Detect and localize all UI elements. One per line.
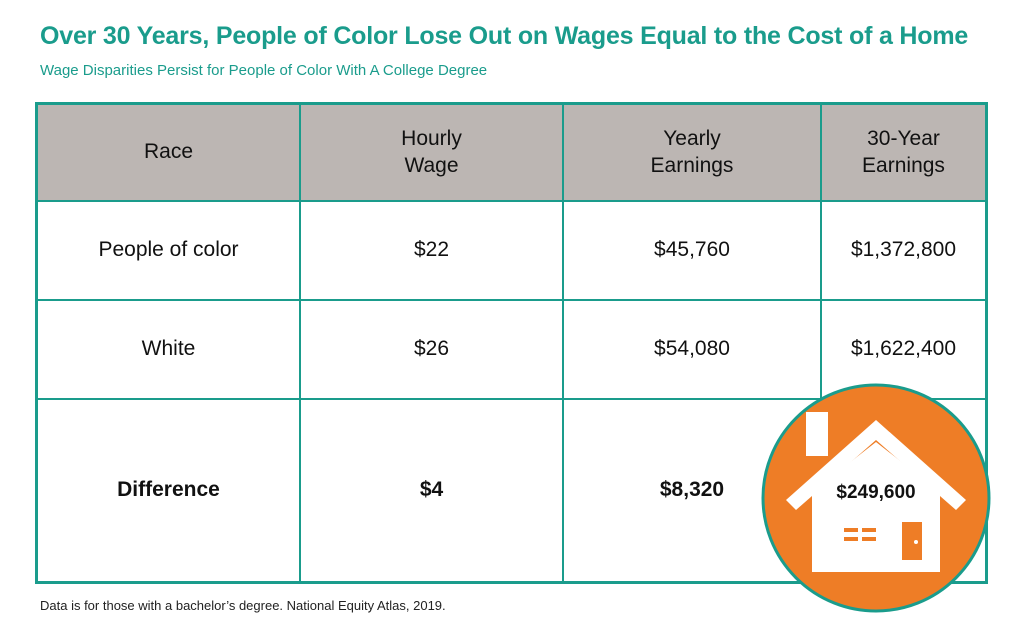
cell-yearly-earnings: $45,760: [562, 200, 822, 301]
column-header-30-year-earnings: 30-Year Earnings: [820, 102, 988, 202]
chart-title: Over 30 Years, People of Color Lose Out …: [40, 22, 969, 50]
column-header-yearly-earnings: Yearly Earnings: [562, 102, 822, 202]
window-bar: [844, 537, 858, 541]
cell-hourly-wage: $22: [299, 200, 564, 301]
table-header-row: Race Hourly Wage Yearly Earnings 30-Year…: [35, 102, 988, 202]
cell-yearly-earnings: $54,080: [562, 299, 822, 400]
column-header-30-year-earnings-text: 30-Year Earnings: [862, 127, 945, 177]
roof-shape: [786, 420, 966, 510]
cell-race: Difference: [35, 398, 301, 584]
column-header-race: Race: [35, 102, 301, 202]
window-bar: [862, 537, 876, 541]
column-header-hourly-wage-text: Hourly Wage: [401, 127, 462, 177]
door-knob: [914, 540, 918, 544]
table-row: White $26 $54,080 $1,622,400: [35, 299, 988, 400]
cell-hourly-wage: $4: [299, 398, 564, 584]
window-bar: [844, 528, 858, 532]
house-icon: [761, 383, 991, 613]
house-badge: $249,600: [760, 382, 992, 614]
badge-30-year-difference: $249,600: [836, 482, 916, 503]
wage-table: Race Hourly Wage Yearly Earnings 30-Year…: [35, 102, 988, 584]
table-row: People of color $22 $45,760 $1,372,800: [35, 200, 988, 301]
window-bar: [862, 528, 876, 532]
door-shape: [902, 522, 922, 560]
cell-race: White: [35, 299, 301, 400]
chimney-shape: [806, 412, 828, 456]
chart-subtitle: Wage Disparities Persist for People of C…: [40, 62, 488, 79]
footnote: Data is for those with a bachelor’s degr…: [40, 598, 446, 613]
cell-race: People of color: [35, 200, 301, 301]
wage-table-container: Race Hourly Wage Yearly Earnings 30-Year…: [35, 102, 988, 584]
cell-hourly-wage: $26: [299, 299, 564, 400]
column-header-hourly-wage: Hourly Wage: [299, 102, 564, 202]
cell-30-year-earnings: $1,372,800: [820, 200, 988, 301]
column-header-yearly-earnings-text: Yearly Earnings: [650, 127, 734, 177]
cell-30-year-earnings: $1,622,400: [820, 299, 988, 400]
